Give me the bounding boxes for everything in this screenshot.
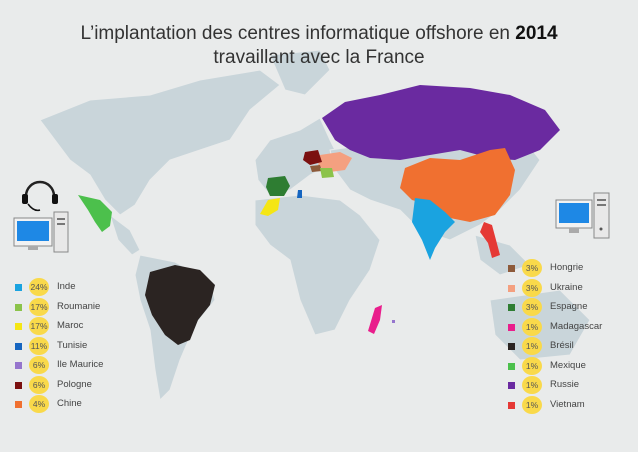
legend-percent: 17%	[29, 317, 49, 335]
legend-swatch	[508, 401, 515, 409]
page-title: L’implantation des centres informatique …	[0, 22, 638, 70]
legend-item: 6% Ile Maurice	[15, 356, 135, 374]
legend-percent: 6%	[29, 375, 49, 394]
legend-label: Russie	[550, 379, 580, 390]
title-prefix: L’implantation des centres informatique …	[80, 23, 516, 44]
legend-percent: 3%	[522, 298, 542, 316]
legend-swatch	[508, 362, 515, 370]
country-ukraine	[318, 152, 352, 172]
africa	[254, 194, 381, 336]
legend-swatch	[508, 323, 515, 331]
country-madagascar	[368, 305, 382, 334]
legend-percent: 1%	[522, 337, 542, 355]
legend-percent: 6%	[29, 356, 49, 374]
legend-percent: 3%	[522, 259, 542, 277]
legend-swatch	[15, 381, 22, 389]
legend-percent: 1%	[522, 376, 542, 394]
country-pologne	[303, 150, 322, 165]
legend-label: Vietnam	[550, 398, 585, 410]
legend-item: 6% Pologne	[15, 375, 135, 394]
legend-label: Roumanie	[57, 300, 101, 312]
country-inde	[412, 198, 455, 260]
country-roumanie	[320, 168, 334, 178]
legend-swatch	[15, 362, 22, 369]
legend-item: 1% Brésil	[508, 337, 628, 355]
legend-swatch	[15, 284, 22, 291]
country-mexique	[78, 195, 112, 232]
legend-swatch	[508, 265, 515, 272]
legend-item: 1% Mexique	[508, 356, 628, 375]
legend-swatch	[15, 323, 22, 330]
legend-label: Inde	[57, 281, 76, 292]
legend-label: Tunisie	[57, 339, 88, 351]
country-bresil	[145, 265, 215, 345]
greenland	[269, 49, 331, 96]
legend-label: Hongrie	[550, 262, 584, 273]
legend-label: Madagascar	[550, 320, 603, 332]
legend-label: Brésil	[550, 340, 574, 351]
title-year: 2014	[515, 23, 558, 44]
country-espagne	[266, 176, 290, 196]
north-america	[39, 69, 281, 216]
legend-percent: 4%	[29, 395, 49, 413]
country-vietnam	[480, 222, 500, 258]
legend-item: 1% Vietnam	[508, 395, 628, 414]
legend-item: 3% Ukraine	[508, 278, 628, 297]
legend-percent: 1%	[522, 395, 542, 414]
legend-label: Ile Maurice	[57, 359, 104, 370]
legend-item: 17% Roumanie	[15, 297, 135, 316]
legend-item: 17% Maroc	[15, 317, 135, 335]
country-tunisie	[297, 190, 302, 198]
legend-percent: 1%	[522, 356, 542, 375]
legend-label: Ukraine	[550, 281, 583, 293]
legend-percent: 1%	[522, 317, 542, 336]
legend-label: Mexique	[550, 359, 586, 371]
legend-percent: 11%	[29, 336, 49, 355]
legend-item: 11% Tunisie	[15, 336, 135, 355]
legend-label: Espagne	[550, 301, 588, 312]
legend-swatch	[508, 284, 515, 292]
legend-swatch	[508, 343, 515, 350]
legend-item: 3% Hongrie	[508, 259, 628, 277]
legend-percent: 17%	[29, 297, 49, 316]
country-russie	[322, 85, 560, 160]
legend-swatch	[15, 342, 22, 350]
legend-percent: 3%	[522, 278, 542, 297]
legend-item: 1% Russie	[508, 376, 628, 394]
legend-label: Chine	[57, 398, 82, 409]
legend-label: Pologne	[57, 378, 92, 390]
title-line-2: travaillant avec la France	[213, 47, 425, 68]
headset-computer-icon	[13, 180, 69, 253]
country-ile-maurice	[392, 320, 395, 323]
country-hongrie	[310, 165, 322, 172]
legend-label: Maroc	[57, 320, 84, 331]
legend-swatch	[508, 382, 515, 389]
legend-item: 24% Inde	[15, 278, 135, 296]
legend-item: 1% Madagascar	[508, 317, 628, 336]
legend-swatch	[508, 304, 515, 311]
legend-item: 4% Chine	[15, 395, 135, 413]
legend-item: 3% Espagne	[508, 298, 628, 316]
central-america	[109, 213, 141, 256]
legend-swatch	[15, 401, 22, 408]
title-line-1: L’implantation des centres informatique …	[0, 22, 638, 46]
legend-swatch	[15, 303, 22, 311]
legend-percent: 24%	[29, 278, 49, 296]
computer-icon	[555, 192, 610, 239]
country-maroc	[260, 198, 280, 216]
